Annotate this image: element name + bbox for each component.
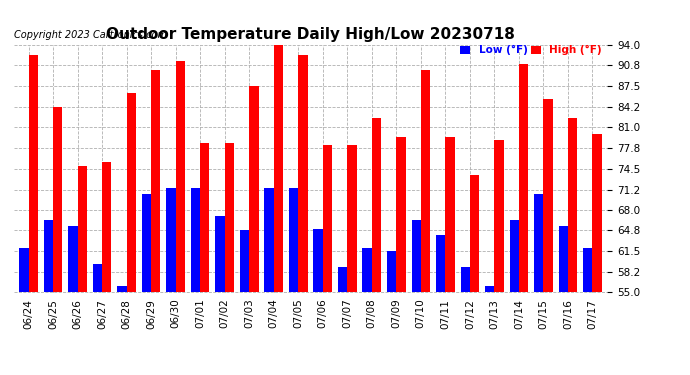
Bar	[53, 107, 62, 292]
Bar	[387, 251, 396, 292]
Bar	[166, 188, 176, 292]
Bar	[372, 118, 381, 292]
Bar	[43, 219, 53, 292]
Bar	[176, 61, 185, 292]
Bar	[68, 226, 77, 292]
Bar	[313, 229, 323, 292]
Bar	[77, 166, 87, 292]
Bar	[142, 194, 151, 292]
Bar	[396, 137, 406, 292]
Legend: Low (°F), High (°F): Low (°F), High (°F)	[460, 45, 602, 56]
Bar	[544, 99, 553, 292]
Bar	[274, 45, 283, 292]
Bar	[338, 267, 347, 292]
Bar	[151, 70, 161, 292]
Bar	[411, 219, 421, 292]
Bar	[240, 230, 249, 292]
Bar	[102, 162, 111, 292]
Bar	[289, 188, 298, 292]
Bar	[445, 137, 455, 292]
Bar	[225, 143, 234, 292]
Bar	[470, 175, 479, 292]
Title: Outdoor Temperature Daily High/Low 20230718: Outdoor Temperature Daily High/Low 20230…	[106, 27, 515, 42]
Bar	[249, 86, 259, 292]
Bar	[495, 140, 504, 292]
Bar	[485, 286, 495, 292]
Bar	[92, 264, 102, 292]
Bar	[215, 216, 225, 292]
Bar	[19, 248, 28, 292]
Bar	[200, 143, 210, 292]
Bar	[347, 145, 357, 292]
Bar	[534, 194, 544, 292]
Bar	[510, 219, 519, 292]
Bar	[191, 188, 200, 292]
Bar	[559, 226, 568, 292]
Bar	[117, 286, 126, 292]
Bar	[436, 236, 445, 292]
Bar	[323, 145, 332, 292]
Bar	[583, 248, 593, 292]
Text: Copyright 2023 Cartronics.com: Copyright 2023 Cartronics.com	[14, 30, 167, 40]
Bar	[460, 267, 470, 292]
Bar	[298, 54, 308, 292]
Bar	[593, 134, 602, 292]
Bar	[28, 54, 38, 292]
Bar	[362, 248, 372, 292]
Bar	[568, 118, 578, 292]
Bar	[126, 93, 136, 292]
Bar	[421, 70, 430, 292]
Bar	[519, 64, 529, 292]
Bar	[264, 188, 274, 292]
